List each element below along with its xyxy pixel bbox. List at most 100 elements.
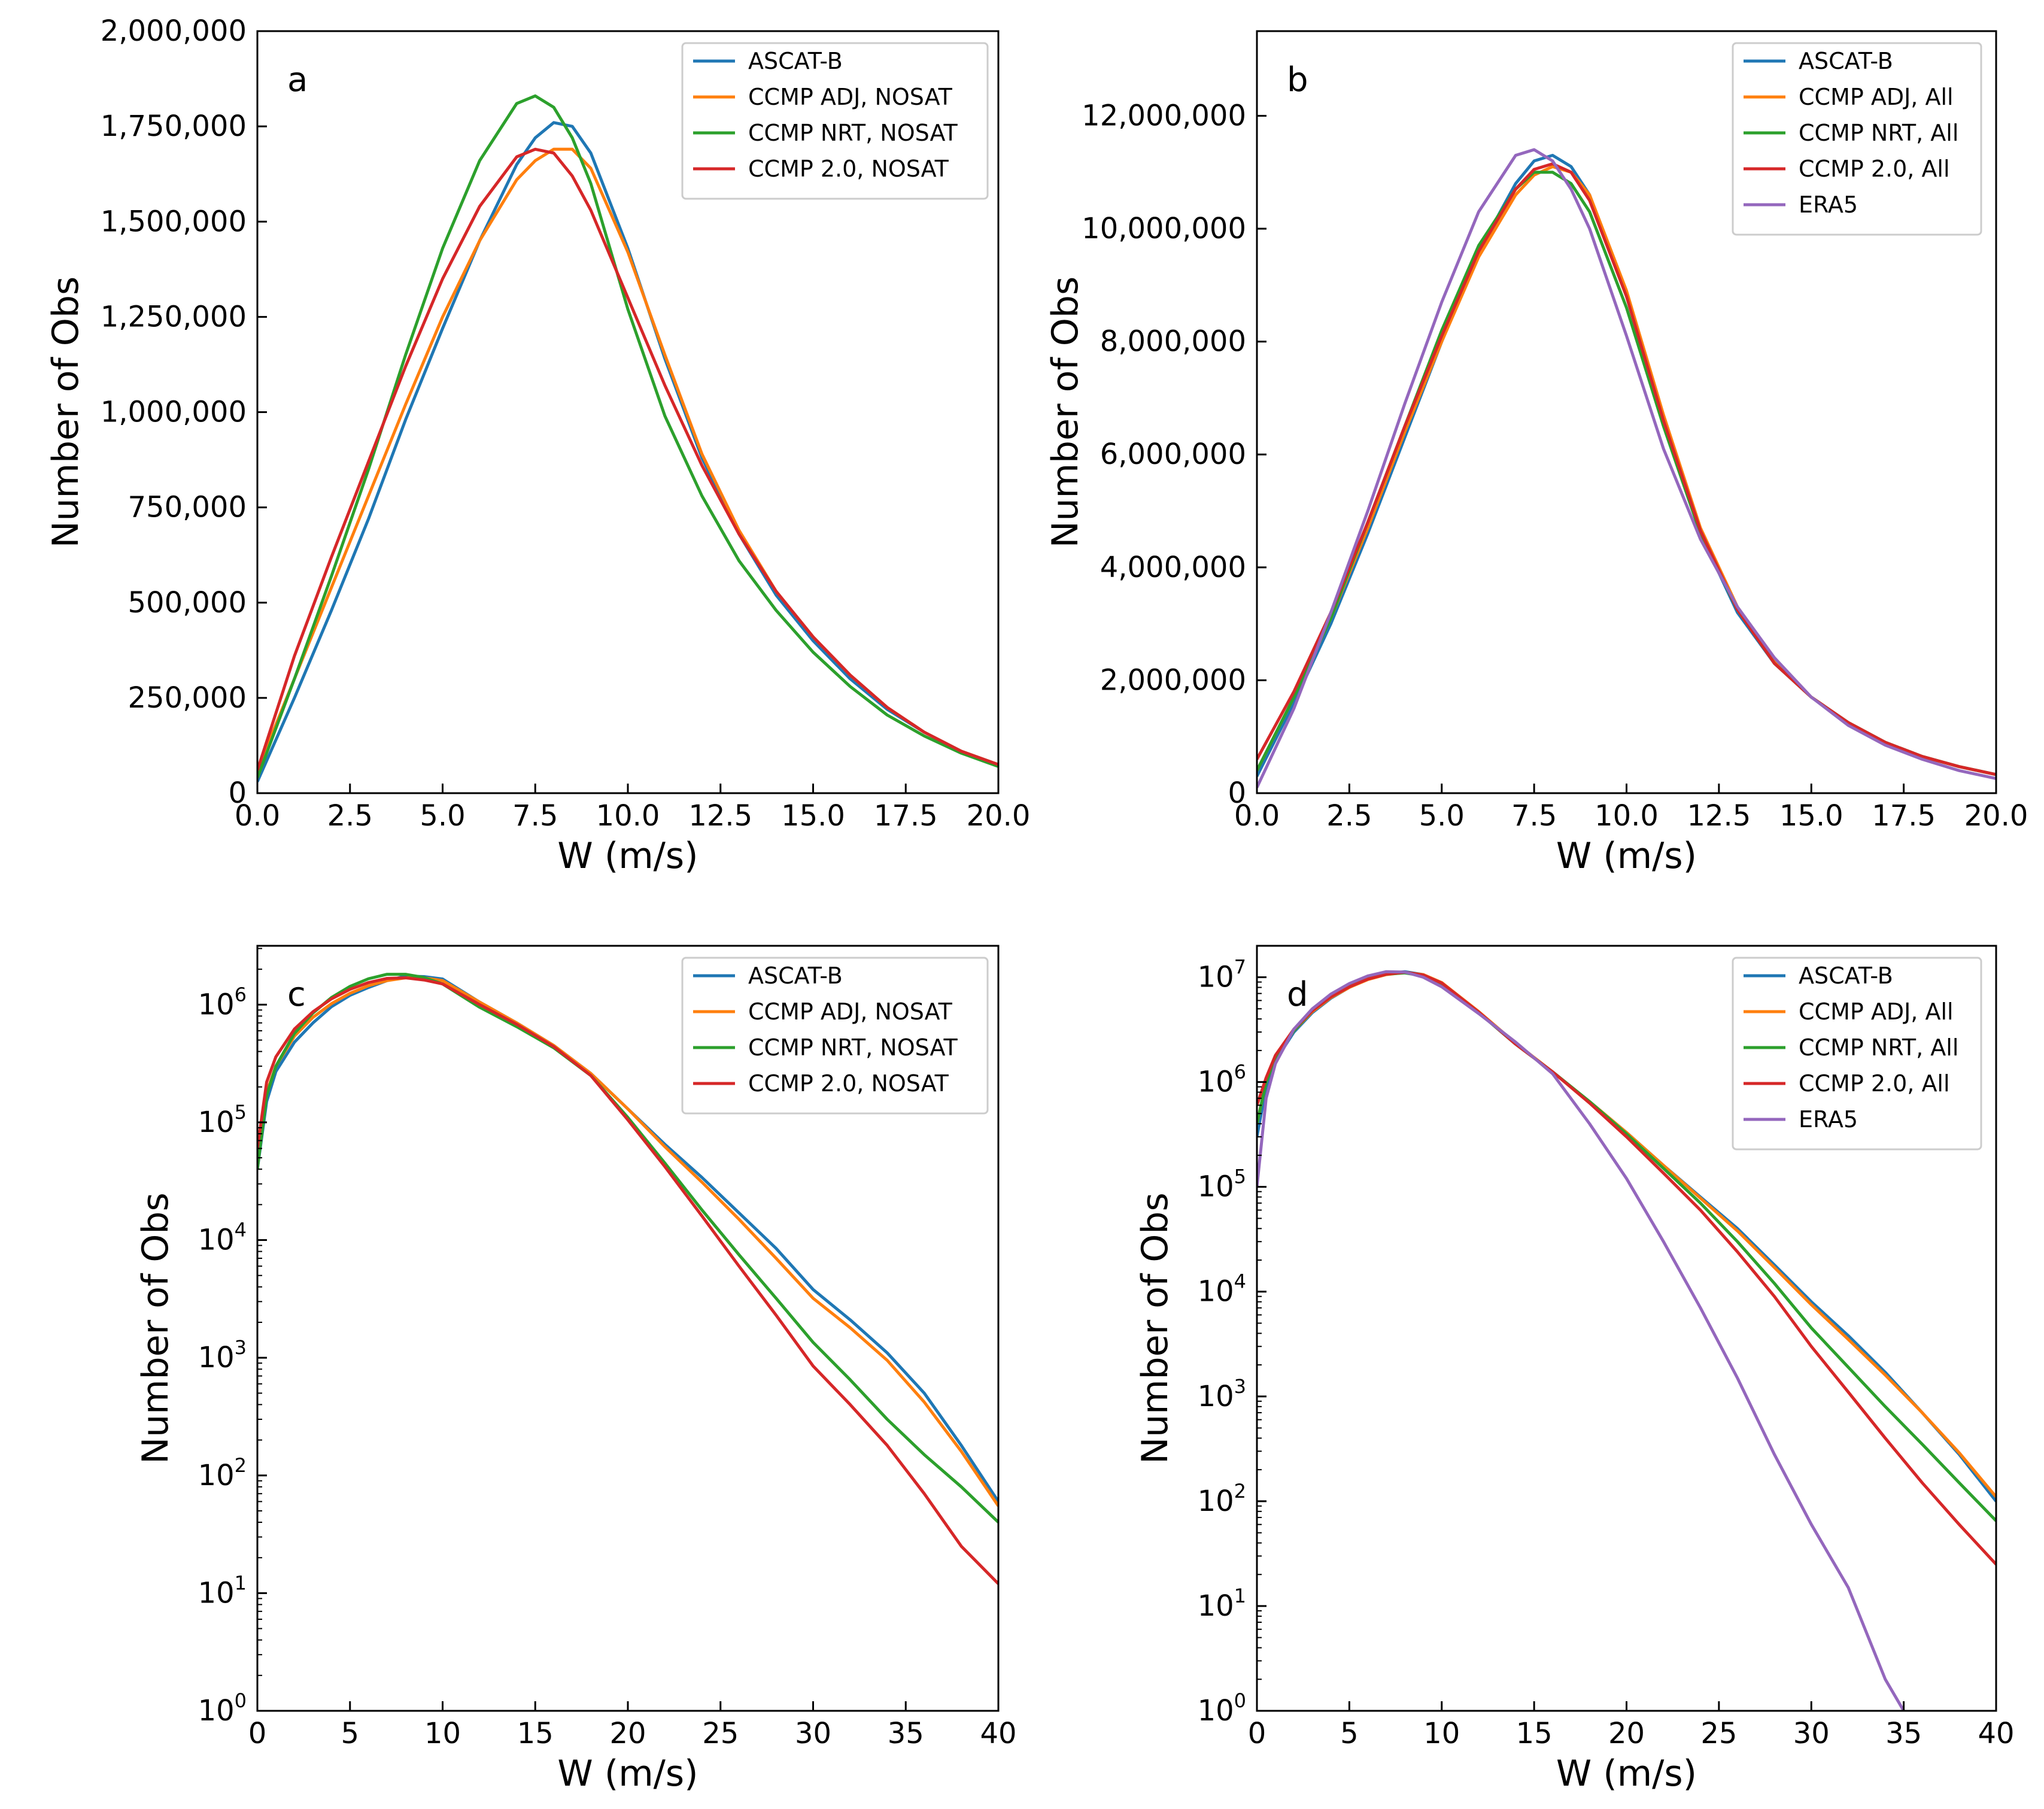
y-tick-label: 250,000	[128, 681, 247, 715]
y-tick-label: 102	[198, 1454, 247, 1492]
x-tick-label: 12.5	[1687, 799, 1751, 833]
panel-b: 0.0 2.5 5.0 7.5 10.0 12.5 15.0 17.5 20.0 0 2,000,0…	[1044, 30, 2028, 877]
y-axis-label: Number of Obs	[45, 277, 87, 548]
series-line-ccmp-nrt-nosat	[257, 94, 998, 779]
panel-letter: a	[287, 60, 308, 99]
legend: ASCAT-B CCMP ADJ, All CCMP NRT, All CCMP 2.…	[1732, 957, 1982, 1151]
y-tick-label: 2,000,000	[101, 14, 247, 48]
series-line-ccmp-2-0-nosat	[257, 976, 998, 1585]
x-tick-label: 5	[1340, 1717, 1359, 1750]
x-tick-label: 17.5	[874, 799, 938, 833]
x-tick-label: 2.5	[1326, 799, 1372, 833]
legend-entry: CCMP ADJ, NOSAT	[748, 84, 953, 110]
x-tick-label: 10.0	[596, 799, 660, 833]
legend-entry: CCMP NRT, NOSAT	[748, 120, 958, 146]
x-tick-label: 15.0	[781, 799, 845, 833]
legend-box	[1732, 957, 1982, 1151]
legend-entry: CCMP 2.0, All	[1799, 156, 1950, 182]
x-tick-label: 20.0	[1964, 799, 2028, 833]
series-line-era5	[1257, 970, 1906, 1711]
x-tick-label: 10.0	[1594, 799, 1659, 833]
panel-letter: c	[287, 975, 306, 1014]
series-line-ascat-b	[1257, 154, 1996, 777]
y-axis-label: Number of Obs	[1134, 1192, 1176, 1464]
panel-c: 0 5 10 15 20 25 30 35 40 100 101 102 103 104 105 106 W (…	[135, 945, 1017, 1795]
series-line-ccmp-2-0-nosat	[257, 147, 998, 771]
series-group	[1257, 970, 1996, 1711]
x-tick-label: 7.5	[1511, 799, 1557, 833]
y-tick-label: 107	[1198, 956, 1246, 994]
y-tick-label: 101	[198, 1571, 247, 1610]
series-line-ccmp-2-0-all	[1257, 162, 1996, 776]
y-tick-label: 105	[1198, 1165, 1246, 1204]
legend-entry: CCMP NRT, All	[1799, 120, 1958, 146]
legend-entry: CCMP 2.0, NOSAT	[748, 1070, 949, 1097]
x-tick-label: 0	[248, 1717, 267, 1750]
series-group	[1257, 148, 1996, 788]
x-tick-label: 17.5	[1872, 799, 1936, 833]
series-group	[257, 94, 998, 782]
y-tick-label: 100	[1198, 1689, 1246, 1728]
legend-entry: ERA5	[1799, 192, 1858, 218]
legend: ASCAT-B CCMP ADJ, NOSAT CCMP NRT, NOSAT CCM…	[681, 957, 989, 1115]
y-tick-label: 103	[198, 1336, 247, 1374]
x-tick-label: 40	[1978, 1717, 2014, 1750]
x-tick-label: 15.0	[1779, 799, 1843, 833]
x-axis-label: W (m/s)	[1556, 1753, 1697, 1795]
y-tick-label: 500,000	[128, 586, 247, 620]
x-tick-label: 35	[888, 1717, 924, 1750]
series-group	[257, 973, 998, 1585]
x-axis-label: W (m/s)	[557, 835, 698, 877]
x-tick-label: 35	[1885, 1717, 1922, 1750]
legend-entry: CCMP NRT, All	[1799, 1034, 1958, 1061]
x-axis-label: W (m/s)	[1556, 835, 1697, 877]
y-tick-label: 104	[198, 1219, 247, 1257]
legend-entry: CCMP 2.0, All	[1799, 1070, 1950, 1097]
x-tick-label: 15	[1516, 1717, 1553, 1750]
x-tick-label: 0	[1248, 1717, 1267, 1750]
panel-d: 0 5 10 15 20 25 30 35 40 100 101 102 103 104 105 106 107…	[1134, 945, 2015, 1795]
y-tick-label: 106	[1198, 1061, 1246, 1099]
y-tick-label: 0	[228, 776, 247, 810]
x-tick-label: 0.0	[235, 799, 280, 833]
x-tick-label: 10	[1423, 1717, 1460, 1750]
x-tick-label: 20	[1608, 1717, 1645, 1750]
panel-letter: d	[1287, 975, 1308, 1014]
x-tick-label: 30	[1793, 1717, 1830, 1750]
y-tick-label: 10,000,000	[1082, 212, 1246, 245]
legend-entry: CCMP NRT, NOSAT	[748, 1034, 958, 1061]
legend-box	[681, 957, 989, 1115]
legend-entry: CCMP 2.0, NOSAT	[748, 156, 949, 182]
legend: ASCAT-B CCMP ADJ, All CCMP NRT, All CCMP 2.…	[1732, 42, 1982, 236]
x-tick-label: 0.0	[1234, 799, 1280, 833]
x-tick-label: 5	[341, 1717, 359, 1750]
legend-entry: CCMP ADJ, All	[1799, 84, 1954, 110]
x-tick-label: 20.0	[967, 799, 1031, 833]
x-axis-label: W (m/s)	[557, 1753, 698, 1795]
y-tick-label: 106	[198, 983, 247, 1021]
x-tick-label: 40	[980, 1717, 1016, 1750]
y-tick-label: 6,000,000	[1100, 438, 1246, 471]
x-tick-label: 25	[702, 1717, 739, 1750]
y-tick-label: 104	[1198, 1270, 1246, 1309]
x-tick-label: 30	[795, 1717, 831, 1750]
y-tick-label: 750,000	[128, 491, 247, 524]
y-tick-label: 0	[1228, 776, 1246, 810]
x-tick-label: 2.5	[327, 799, 373, 833]
x-tick-label: 10	[424, 1717, 461, 1750]
legend-entry: CCMP ADJ, NOSAT	[748, 998, 953, 1025]
y-tick-label: 1,000,000	[101, 396, 247, 429]
y-axis-label: Number of Obs	[1044, 277, 1086, 548]
legend-entry: CCMP ADJ, All	[1799, 998, 1954, 1025]
y-tick-label: 105	[198, 1101, 247, 1139]
y-tick-label: 102	[1198, 1480, 1246, 1518]
y-tick-label: 8,000,000	[1100, 325, 1246, 359]
x-tick-label: 15	[517, 1717, 554, 1750]
series-line-ccmp-2-0-all	[1257, 970, 1996, 1565]
series-line-ccmp-nrt-all	[1257, 171, 1996, 776]
legend-entry: ASCAT-B	[1799, 963, 1893, 989]
x-tick-label: 20	[609, 1717, 646, 1750]
panel-a: 0.0 2.5 5.0 7.5 10.0 12.5 15.0 17.5 20.0 0 250,000…	[45, 14, 1030, 877]
y-tick-label: 12,000,000	[1082, 99, 1246, 132]
